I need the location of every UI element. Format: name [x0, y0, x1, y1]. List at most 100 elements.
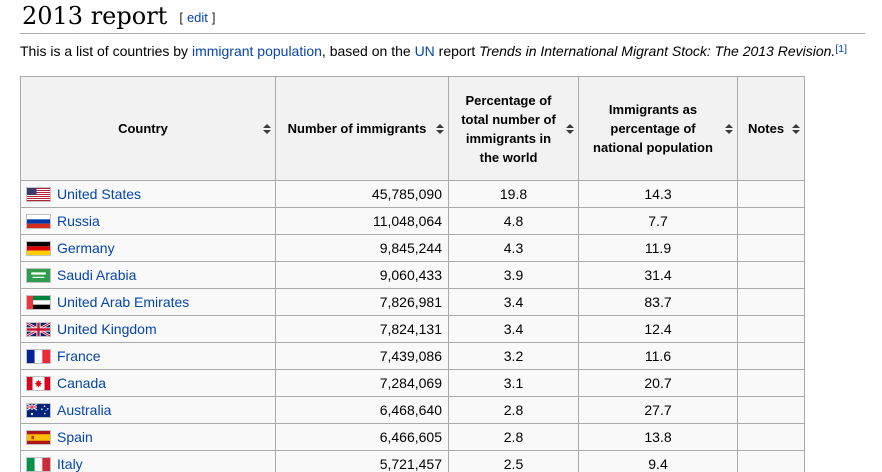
flag-russia-icon — [26, 214, 51, 229]
pct-world-value: 3.4 — [448, 288, 579, 316]
pct-world-value: 3.9 — [448, 261, 579, 289]
page-title: 2013 report — [22, 2, 168, 30]
immigrants-value: 45,785,090 — [275, 180, 449, 208]
notes-cell — [737, 261, 805, 289]
intro-text-mid: , based on the — [321, 43, 415, 59]
sort-icon — [725, 123, 733, 134]
pct-national-value: 11.6 — [578, 342, 738, 370]
pct-world-value: 3.1 — [448, 369, 579, 397]
flag-united-kingdom-icon — [26, 322, 51, 337]
country-link[interactable]: United States — [57, 186, 142, 202]
header-country-label: Country — [118, 121, 168, 136]
immigrants-value: 6,468,640 — [275, 396, 449, 424]
immigrants-value: 7,826,981 — [275, 288, 449, 316]
header-pct-national[interactable]: Immigrants as percentage of national pop… — [578, 76, 738, 181]
table-row: Canada 7,284,069 3.1 20.7 — [20, 369, 805, 397]
table-row: Italy 5,721,457 2.5 9.4 — [20, 450, 805, 472]
flag-germany-icon — [26, 241, 51, 256]
sort-icon — [263, 123, 271, 134]
table-row: Russia 11,048,064 4.8 7.7 — [20, 207, 805, 235]
notes-cell — [737, 396, 805, 424]
pct-world-value: 2.5 — [448, 450, 579, 472]
header-notes-label: Notes — [747, 121, 785, 136]
intro-text-report: report — [434, 43, 480, 59]
un-link[interactable]: UN — [414, 43, 435, 59]
pct-national-value: 14.3 — [578, 180, 738, 208]
pct-world-value: 4.3 — [448, 234, 579, 262]
pct-national-value: 31.4 — [578, 261, 738, 289]
pct-national-value: 12.4 — [578, 315, 738, 343]
notes-cell — [737, 450, 805, 472]
pct-world-value: 3.4 — [448, 315, 579, 343]
immigrants-value: 7,284,069 — [275, 369, 449, 397]
notes-cell — [737, 342, 805, 370]
sort-icon — [792, 123, 800, 134]
immigrants-value: 9,845,244 — [275, 234, 449, 262]
pct-national-value: 20.7 — [578, 369, 738, 397]
country-link[interactable]: Saudi Arabia — [57, 267, 137, 283]
table-row: Australia 6,468,640 2.8 27.7 — [20, 396, 805, 424]
country-link[interactable]: Italy — [57, 456, 83, 472]
report-title: Trends in International Migrant Stock: T… — [479, 43, 836, 59]
country-link[interactable]: Germany — [57, 240, 115, 256]
pct-national-value: 11.9 — [578, 234, 738, 262]
flag-france-icon — [26, 349, 51, 364]
table-row: United Arab Emirates 7,826,981 3.4 83.7 — [20, 288, 805, 316]
country-link[interactable]: France — [57, 348, 101, 364]
pct-world-value: 4.8 — [448, 207, 579, 235]
flag-canada-icon — [26, 376, 51, 391]
country-link[interactable]: Canada — [57, 375, 107, 391]
pct-world-value: 19.8 — [448, 180, 579, 208]
edit-link[interactable]: edit — [186, 10, 208, 25]
notes-cell — [737, 288, 805, 316]
country-link[interactable]: United Arab Emirates — [57, 294, 190, 310]
header-pct-world-label: Percentage of total number of immigrants… — [461, 92, 556, 165]
country-link[interactable]: Russia — [57, 213, 100, 229]
table-row: Spain 6,466,605 2.8 13.8 — [20, 423, 805, 451]
sort-icon — [436, 123, 444, 134]
pct-national-value: 7.7 — [578, 207, 738, 235]
immigrant-population-table: Country Number of immigrants Percentage … — [20, 76, 805, 472]
header-pct-world[interactable]: Percentage of total number of immigrants… — [448, 76, 579, 181]
table-row: United States 45,785,090 19.8 14.3 — [20, 180, 805, 208]
pct-world-value: 3.2 — [448, 342, 579, 370]
flag-spain-icon — [26, 430, 51, 445]
immigrants-value: 7,439,086 — [275, 342, 449, 370]
sort-icon — [566, 123, 574, 134]
table-row: France 7,439,086 3.2 11.6 — [20, 342, 805, 370]
header-number-of-immigrants[interactable]: Number of immigrants — [275, 76, 449, 181]
section-heading: 2013 report [edit] — [20, 4, 865, 34]
table-row: United Kingdom 7,824,131 3.4 12.4 — [20, 315, 805, 343]
intro-text-start: This is a list of countries by — [20, 43, 192, 59]
immigrants-value: 5,721,457 — [275, 450, 449, 472]
header-number-label: Number of immigrants — [287, 121, 427, 136]
flag-united-arab-emirates-icon — [26, 295, 51, 310]
header-notes[interactable]: Notes — [737, 76, 805, 181]
immigrants-value: 6,466,605 — [275, 423, 449, 451]
country-link[interactable]: Australia — [57, 402, 112, 418]
immigrant-population-link[interactable]: immigrant population — [191, 43, 322, 59]
header-pct-national-label: Immigrants as percentage of national pop… — [593, 102, 713, 155]
notes-cell — [737, 180, 805, 208]
edit-bracket-open: [ — [179, 10, 183, 25]
country-link[interactable]: United Kingdom — [57, 321, 157, 337]
table-row: Germany 9,845,244 4.3 11.9 — [20, 234, 805, 262]
table-row: Saudi Arabia 9,060,433 3.9 31.4 — [20, 261, 805, 289]
pct-world-value: 2.8 — [448, 423, 579, 451]
pct-national-value: 13.8 — [578, 423, 738, 451]
edit-bracket-close: ] — [211, 10, 216, 25]
header-row: Country Number of immigrants Percentage … — [20, 76, 805, 181]
header-country[interactable]: Country — [20, 76, 276, 181]
flag-italy-icon — [26, 457, 51, 472]
immigrants-value: 9,060,433 — [275, 261, 449, 289]
notes-cell — [737, 207, 805, 235]
intro-paragraph: This is a list of countries by immigrant… — [20, 42, 865, 61]
flag-saudi-arabia-icon — [26, 268, 51, 283]
reference-1-link[interactable]: [1] — [835, 43, 847, 55]
notes-cell — [737, 315, 805, 343]
flag-united-states-icon — [26, 187, 51, 202]
country-link[interactable]: Spain — [57, 429, 93, 445]
edit-section: [edit] — [179, 10, 215, 25]
notes-cell — [737, 369, 805, 397]
